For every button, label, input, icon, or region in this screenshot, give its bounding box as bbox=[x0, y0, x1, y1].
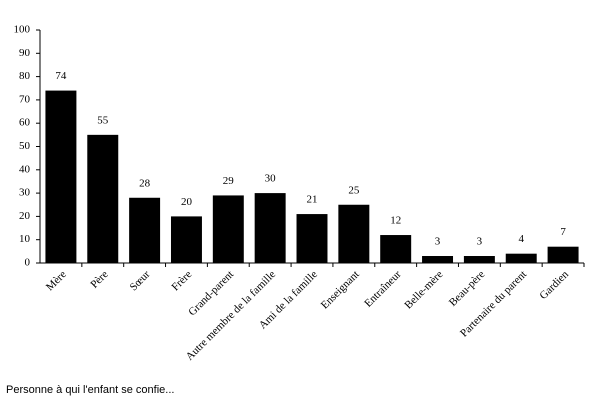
x-tick-label: Belle-mère bbox=[402, 268, 445, 311]
y-tick-label: 100 bbox=[14, 24, 31, 36]
y-tick-label: 0 bbox=[25, 257, 31, 269]
bar bbox=[422, 256, 454, 263]
x-tick-label: Frère bbox=[169, 268, 194, 293]
value-label: 12 bbox=[390, 215, 401, 227]
bar bbox=[212, 195, 244, 263]
bar bbox=[338, 204, 370, 263]
y-tick-label: 90 bbox=[19, 47, 31, 59]
x-tick-label: Beau-père bbox=[447, 268, 488, 309]
bar bbox=[296, 214, 328, 263]
value-label: 25 bbox=[348, 184, 360, 196]
bar bbox=[463, 256, 495, 263]
bar bbox=[170, 216, 202, 263]
value-label: 3 bbox=[477, 236, 483, 248]
bar bbox=[547, 246, 579, 263]
y-tick-label: 30 bbox=[19, 187, 31, 199]
value-label: 28 bbox=[139, 177, 151, 189]
y-tick-label: 10 bbox=[19, 233, 31, 245]
x-tick-label: Père bbox=[88, 268, 110, 290]
x-tick-label: Sœur bbox=[128, 268, 153, 293]
y-tick-label: 20 bbox=[19, 210, 31, 222]
x-tick-label: Mère bbox=[44, 268, 69, 293]
bar bbox=[380, 235, 412, 263]
bar bbox=[87, 134, 119, 263]
value-label: 4 bbox=[518, 233, 524, 245]
bar bbox=[505, 253, 537, 263]
bar bbox=[129, 197, 161, 263]
value-label: 7 bbox=[560, 226, 566, 238]
value-label: 21 bbox=[307, 194, 318, 206]
value-label: 3 bbox=[435, 236, 441, 248]
y-tick-label: 60 bbox=[19, 117, 31, 129]
value-label: 30 bbox=[265, 173, 277, 185]
x-tick-label: Enseignant bbox=[319, 268, 362, 311]
y-tick-label: 70 bbox=[19, 93, 31, 105]
value-label: 74 bbox=[55, 70, 67, 82]
value-label: 29 bbox=[223, 175, 235, 187]
bar bbox=[254, 193, 286, 263]
x-tick-label: Gardien bbox=[537, 268, 571, 302]
x-axis-title: Personne à qui l'enfant se confie... bbox=[6, 384, 174, 396]
x-tick-label: Entraîneur bbox=[362, 268, 404, 310]
value-label: 55 bbox=[97, 114, 109, 126]
y-tick-label: 40 bbox=[19, 163, 31, 175]
bar bbox=[45, 90, 77, 263]
y-tick-label: 50 bbox=[19, 140, 31, 152]
y-tick-label: 80 bbox=[19, 70, 31, 82]
value-label: 20 bbox=[181, 196, 193, 208]
